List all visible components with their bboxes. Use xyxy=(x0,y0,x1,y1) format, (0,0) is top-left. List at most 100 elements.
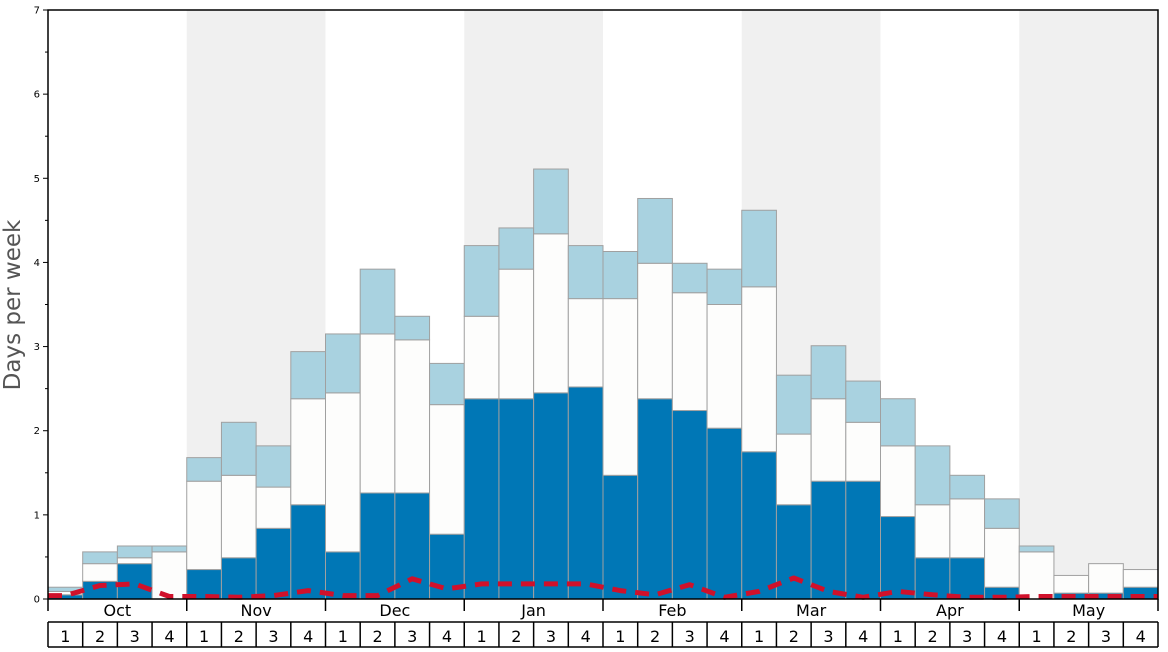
bar-series2-25 xyxy=(880,445,916,518)
bar-series1-3 xyxy=(116,563,153,600)
bar-series3-12 xyxy=(429,362,465,406)
week-label-apr-1: 1 xyxy=(893,627,903,646)
bar-series3-6 xyxy=(220,421,257,476)
bar-series2-9 xyxy=(325,392,361,553)
bar-series2-15 xyxy=(533,233,569,394)
bar-series2-12 xyxy=(429,404,465,535)
bar-series1-20 xyxy=(706,427,743,600)
bar-series3-8 xyxy=(290,351,326,400)
week-label-oct-2: 2 xyxy=(95,627,105,646)
bar-series1-24 xyxy=(845,480,881,600)
week-label-dec-1: 1 xyxy=(338,627,348,646)
week-label-apr-4: 4 xyxy=(997,627,1007,646)
bar-series2-11 xyxy=(394,339,431,494)
x-axis: Oct 1 2 3 4 Nov 1 2 3 4 Dec 1 2 3 4 Jan 1 2 3 4 Feb 1 2 3 4 Mar 1 2… xyxy=(47,599,1159,648)
month-label-jan: Jan xyxy=(520,601,546,620)
week-label-apr-2: 2 xyxy=(927,627,937,646)
bar-series1-9 xyxy=(325,551,361,600)
y-tick-label-1: 1 xyxy=(34,510,40,521)
week-label-nov-4: 4 xyxy=(303,627,313,646)
bar-series3-15 xyxy=(533,168,569,235)
bar-series1-8 xyxy=(290,504,326,600)
bar-series1-16 xyxy=(567,386,604,600)
bar-series1-25 xyxy=(880,516,916,600)
bar-series3-28 xyxy=(984,498,1020,529)
month-label-mar: Mar xyxy=(796,601,827,620)
bar-series2-13 xyxy=(463,315,500,400)
week-label-dec-4: 4 xyxy=(442,627,452,646)
bar-series2-5 xyxy=(186,480,222,571)
y-axis-label: Days per week xyxy=(0,219,26,390)
bar-series2-14 xyxy=(498,268,535,400)
y-tick-label-3: 3 xyxy=(34,342,40,353)
month-band-may xyxy=(1019,10,1158,599)
week-label-apr-3: 3 xyxy=(962,627,972,646)
bar-series2-27 xyxy=(949,498,986,559)
bar-series1-10 xyxy=(359,492,396,600)
month-label-nov: Nov xyxy=(241,601,272,620)
week-label-nov-1: 1 xyxy=(199,627,209,646)
bar-series1-17 xyxy=(602,474,639,600)
bar-series1-11 xyxy=(394,492,431,600)
month-label-feb: Feb xyxy=(658,601,686,620)
bar-series3-29 xyxy=(1018,545,1055,553)
month-label-dec: Dec xyxy=(379,601,410,620)
bar-series1-19 xyxy=(671,410,708,600)
bar-series2-32 xyxy=(1122,569,1159,588)
bar-series3-26 xyxy=(914,445,951,506)
week-label-jan-4: 4 xyxy=(581,627,591,646)
bar-series2-26 xyxy=(914,504,951,559)
week-label-dec-3: 3 xyxy=(407,627,417,646)
bars xyxy=(47,168,1159,600)
bar-series2-30 xyxy=(1053,574,1090,594)
week-label-mar-2: 2 xyxy=(789,627,799,646)
week-label-jan-1: 1 xyxy=(477,627,487,646)
bar-series2-21 xyxy=(741,286,777,453)
bar-series2-20 xyxy=(706,304,743,429)
week-label-mar-4: 4 xyxy=(858,627,868,646)
bar-series1-18 xyxy=(637,398,673,600)
bar-series1-14 xyxy=(498,398,535,600)
bar-series1-27 xyxy=(949,557,986,600)
bar-series2-8 xyxy=(290,398,326,506)
bar-series2-16 xyxy=(567,298,604,388)
bar-series1-15 xyxy=(533,392,569,600)
y-tick-label-6: 6 xyxy=(34,90,40,101)
bar-series2-6 xyxy=(220,474,257,559)
bar-series1-23 xyxy=(810,480,847,600)
bar-series2-17 xyxy=(602,298,639,476)
week-label-nov-3: 3 xyxy=(268,627,278,646)
bar-series3-7 xyxy=(255,445,292,488)
y-tick-label-0: 0 xyxy=(34,595,40,606)
line-series-4 xyxy=(48,575,1158,600)
bar-series3-25 xyxy=(880,398,916,447)
bar-series3-23 xyxy=(810,345,847,400)
bar-series2-29 xyxy=(1018,551,1055,600)
bar-series1-6 xyxy=(220,557,257,600)
bar-series3-19 xyxy=(671,262,708,294)
week-label-oct-1: 1 xyxy=(60,627,70,646)
line-series xyxy=(48,575,1158,600)
week-label-mar-3: 3 xyxy=(823,627,833,646)
bar-series3-14 xyxy=(498,227,535,270)
bar-series3-22 xyxy=(775,374,812,435)
bar-series2-31 xyxy=(1088,563,1124,594)
y-tick-label-5: 5 xyxy=(34,174,40,185)
month-label-may: May xyxy=(1072,601,1105,620)
bar-series2-3 xyxy=(116,557,153,565)
y-tick-label-7: 7 xyxy=(34,6,40,17)
bar-series2-22 xyxy=(775,433,812,506)
bar-series3-4 xyxy=(151,545,188,553)
bar-series2-28 xyxy=(984,527,1020,588)
bar-series3-2 xyxy=(82,551,118,565)
bar-series2-24 xyxy=(845,421,881,482)
month-label-oct: Oct xyxy=(104,601,132,620)
bar-series1-22 xyxy=(775,504,812,600)
week-label-feb-3: 3 xyxy=(685,627,695,646)
bar-series3-11 xyxy=(394,315,431,341)
bar-series3-17 xyxy=(602,250,639,300)
bar-series2-10 xyxy=(359,333,396,494)
bar-series3-24 xyxy=(845,380,881,423)
